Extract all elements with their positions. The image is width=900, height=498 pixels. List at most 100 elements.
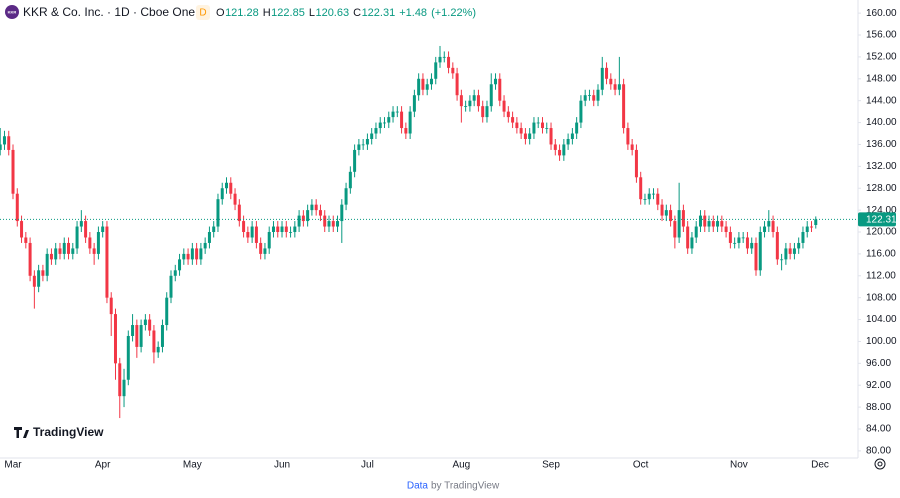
x-tick-label: Sep <box>542 460 560 471</box>
candle-body <box>485 106 489 118</box>
badge-text: D <box>199 8 206 19</box>
candle-body <box>250 226 254 238</box>
candle-body <box>96 232 100 254</box>
candle-body <box>7 136 11 150</box>
candle-body <box>365 138 369 145</box>
candle-body <box>634 149 638 178</box>
candle-body <box>698 215 702 227</box>
candle-body <box>549 128 553 145</box>
candle-body <box>690 237 694 249</box>
candle-body <box>45 253 49 276</box>
candle-body <box>814 219 818 226</box>
last-price-box <box>858 212 896 227</box>
candle-body <box>523 133 527 139</box>
candle-body <box>532 122 536 134</box>
candle-body <box>165 297 169 326</box>
candle-body <box>2 136 6 145</box>
candle-body <box>340 204 344 222</box>
candle-body <box>656 193 660 205</box>
candle-body <box>190 248 194 260</box>
y-tick-label: 108.00 <box>866 292 897 303</box>
candle-body <box>0 144 2 150</box>
candle-body <box>792 248 796 254</box>
x-tick-label: Nov <box>730 460 748 471</box>
candle-body <box>587 95 591 97</box>
change: +1.48 <box>399 7 427 19</box>
candle-body <box>660 204 664 216</box>
candle-body <box>558 149 562 156</box>
candle-body <box>724 226 728 233</box>
y-tick-label: 128.00 <box>866 183 897 194</box>
candle-body <box>476 95 480 107</box>
candle-body <box>613 84 617 90</box>
candle-body <box>720 221 724 227</box>
candle-body <box>468 100 472 107</box>
candle-body <box>276 226 280 233</box>
candle-body <box>639 177 643 200</box>
candle-body <box>88 237 92 249</box>
ohlc-key: L <box>309 7 315 19</box>
candle-body <box>336 221 340 227</box>
candle-body <box>481 106 485 118</box>
candle-body <box>421 78 425 90</box>
settings-icon[interactable] <box>874 458 886 470</box>
watermark-bg <box>8 421 100 445</box>
candle-body <box>707 221 711 227</box>
candle-body <box>293 226 297 233</box>
candle-body <box>805 226 809 233</box>
candle-body <box>152 330 156 353</box>
candle-body <box>540 122 544 129</box>
candle-body <box>62 242 66 254</box>
y-tick-label: 124.00 <box>866 205 897 216</box>
x-tick-label: May <box>183 460 202 471</box>
candle-body <box>271 226 275 233</box>
candle-body <box>609 78 613 85</box>
candle-body <box>400 111 404 129</box>
candle-body <box>92 248 96 254</box>
candle-body <box>225 182 229 189</box>
candle-body <box>113 314 117 364</box>
candle-body <box>195 248 199 260</box>
candle-body <box>515 122 519 129</box>
logo <box>5 5 19 19</box>
candle-body <box>378 122 382 129</box>
candle-body <box>741 237 745 239</box>
candle-body <box>626 128 630 145</box>
candle-body <box>84 221 88 238</box>
candle-body <box>528 133 532 139</box>
candle-body <box>801 232 805 243</box>
candle-body <box>297 215 301 227</box>
candle-body <box>489 84 493 107</box>
candle-body <box>361 144 365 146</box>
candle-body <box>353 149 357 172</box>
candle-body <box>79 221 83 227</box>
candle-body <box>780 259 784 261</box>
candle-body <box>101 226 105 233</box>
candle-body <box>357 144 361 150</box>
candle-body <box>203 242 207 249</box>
candle-body <box>237 204 241 222</box>
candle-body <box>417 78 421 96</box>
candle-body <box>391 111 395 118</box>
candle-body <box>703 215 707 227</box>
footer-link[interactable]: Data <box>407 481 429 492</box>
candle-body <box>139 325 143 347</box>
candle-body <box>344 188 348 205</box>
y-tick-label: 96.00 <box>866 358 891 369</box>
candle-body <box>310 204 314 211</box>
candle-body <box>306 210 310 222</box>
logo-text: KKR <box>8 10 17 15</box>
ohlc-key: C <box>353 7 361 19</box>
candle-body <box>280 226 284 233</box>
x-tick-label: Mar <box>4 460 22 471</box>
candle-body <box>408 111 412 134</box>
candle-body <box>425 84 429 90</box>
y-tick-label: 132.00 <box>866 161 897 172</box>
candle-body <box>254 226 258 243</box>
candle-body <box>434 62 438 79</box>
candle-body <box>472 95 476 101</box>
candle-body <box>267 232 271 249</box>
candle-body <box>348 171 352 189</box>
y-tick-label: 80.00 <box>866 446 891 457</box>
y-tick-label: 116.00 <box>866 249 896 260</box>
